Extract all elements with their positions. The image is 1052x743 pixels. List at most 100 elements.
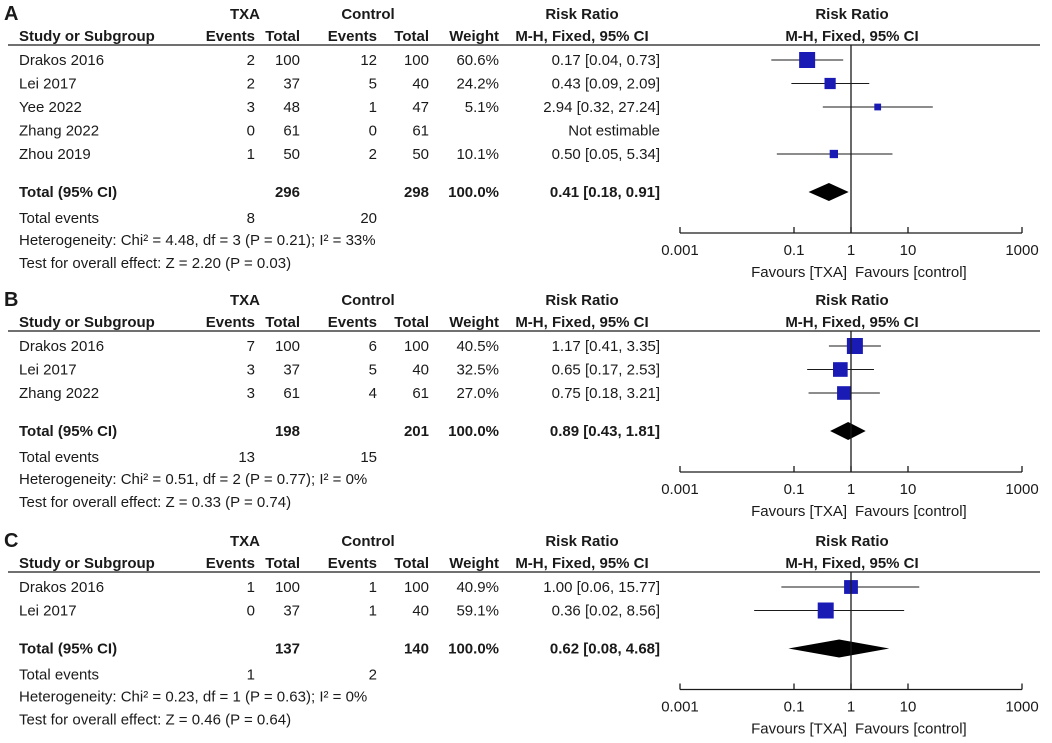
overall-effect-text: Test for overall effect: Z = 0.33 (P = 0… <box>19 494 291 511</box>
header-plot-method: M-H, Fixed, 95% CI <box>785 314 918 331</box>
header-group1: TXA <box>230 6 260 23</box>
heterogeneity-text: Heterogeneity: Chi² = 0.51, df = 2 (P = … <box>19 471 367 488</box>
txa-events: 2 <box>247 52 255 69</box>
control-total: 40 <box>412 362 429 379</box>
header-events-control: Events <box>328 28 377 45</box>
study-name: Drakos 2016 <box>19 579 104 596</box>
overall-effect-text: Test for overall effect: Z = 0.46 (P = 0… <box>19 712 291 729</box>
control-events: 2 <box>369 146 377 163</box>
txa-total: 100 <box>275 338 300 355</box>
header-events-control: Events <box>328 555 377 572</box>
study-row: Drakos 2016 2 100 12 100 60.6% 0.17 [0.04, 0.7… <box>19 52 844 69</box>
control-events: 5 <box>369 362 377 379</box>
header-events-txa: Events <box>206 28 255 45</box>
study-row: Yee 2022 3 48 1 47 5.1% 2.94 [0.32, 27.24] <box>19 99 933 116</box>
forest-panel-b: B TXA Control Risk Ratio Risk Ratio Study or … <box>4 289 1040 520</box>
total-txa: 198 <box>275 423 300 440</box>
x-tick-label: 1000 <box>1005 481 1038 498</box>
total-events-control: 20 <box>360 210 377 227</box>
header-weight: Weight <box>449 555 499 572</box>
favours-txa-label: Favours [TXA] <box>751 503 847 520</box>
total-row: Total (95% CI) 137 140 100.0% 0.62 [0.08, 4.… <box>19 639 890 658</box>
total-row: Total (95% CI) 198 201 100.0% 0.89 [0.43, 1.… <box>19 422 866 440</box>
control-events: 5 <box>369 76 377 93</box>
study-marker <box>824 77 836 90</box>
header-plot-method: M-H, Fixed, 95% CI <box>785 555 918 572</box>
x-tick-label: 0.001 <box>661 481 699 498</box>
x-tick-label: 1 <box>847 242 855 259</box>
control-total: 40 <box>412 76 429 93</box>
study-ci: 2.94 [0.32, 27.24] <box>543 99 660 116</box>
heterogeneity-text: Heterogeneity: Chi² = 0.23, df = 1 (P = … <box>19 689 367 706</box>
x-tick-label: 0.1 <box>784 242 805 259</box>
total-control: 140 <box>404 641 429 658</box>
study-name: Yee 2022 <box>19 99 82 116</box>
control-events: 1 <box>369 579 377 596</box>
favours-txa-label: Favours [TXA] <box>751 264 847 281</box>
control-events: 1 <box>369 603 377 620</box>
total-row: Total (95% CI) 296 298 100.0% 0.41 [0.18, 0.… <box>19 183 849 201</box>
header-events-txa: Events <box>206 555 255 572</box>
favours-txa-label: Favours [TXA] <box>751 721 847 738</box>
study-name: Lei 2017 <box>19 76 77 93</box>
x-tick-label: 1000 <box>1005 242 1038 259</box>
header-events-control: Events <box>328 314 377 331</box>
total-label: Total (95% CI) <box>19 423 117 440</box>
txa-total: 37 <box>283 603 300 620</box>
header-group2: Control <box>341 6 394 23</box>
study-marker <box>829 149 838 159</box>
heterogeneity-text: Heterogeneity: Chi² = 4.48, df = 3 (P = … <box>19 232 376 249</box>
study-weight: 32.5% <box>456 362 499 379</box>
total-label: Total (95% CI) <box>19 641 117 658</box>
x-tick-label: 10 <box>900 699 917 716</box>
study-ci: 0.50 [0.05, 5.34] <box>552 146 660 163</box>
x-tick-label: 0.1 <box>784 699 805 716</box>
txa-total: 50 <box>283 146 300 163</box>
header-study: Study or Subgroup <box>19 314 155 331</box>
txa-total: 100 <box>275 52 300 69</box>
study-marker <box>837 386 851 400</box>
total-ci: 0.62 [0.08, 4.68] <box>550 641 660 658</box>
control-events: 1 <box>369 99 377 116</box>
forest-panel-c: C TXA Control Risk Ratio Risk Ratio Study or … <box>4 530 1040 738</box>
txa-events: 1 <box>247 579 255 596</box>
txa-total: 37 <box>283 76 300 93</box>
header-total-txa: Total <box>265 28 300 45</box>
control-events: 12 <box>360 52 377 69</box>
txa-total: 48 <box>283 99 300 116</box>
study-name: Drakos 2016 <box>19 338 104 355</box>
study-ci: 1.00 [0.06, 15.77] <box>543 579 660 596</box>
study-name: Zhou 2019 <box>19 146 91 163</box>
header-total-control: Total <box>394 314 429 331</box>
study-ci: 0.17 [0.04, 0.73] <box>552 52 660 69</box>
txa-events: 3 <box>247 362 255 379</box>
panel-label: B <box>4 289 18 311</box>
header-method: M-H, Fixed, 95% CI <box>515 555 648 572</box>
study-weight: 40.9% <box>456 579 499 596</box>
total-events-control: 15 <box>360 449 377 466</box>
header-total-control: Total <box>394 555 429 572</box>
study-weight: 59.1% <box>456 603 499 620</box>
header-plot-risk-ratio: Risk Ratio <box>815 6 888 23</box>
header-risk-ratio: Risk Ratio <box>545 292 618 309</box>
favours-control-label: Favours [control] <box>855 721 967 738</box>
total-events-label: Total events <box>19 449 99 466</box>
control-total: 100 <box>404 338 429 355</box>
x-tick-label: 10 <box>900 242 917 259</box>
study-marker <box>799 52 816 68</box>
header-weight: Weight <box>449 28 499 45</box>
txa-events: 0 <box>247 123 255 140</box>
study-row: Lei 2017 2 37 5 40 24.2% 0.43 [0.09, 2.09] <box>19 76 870 93</box>
study-ci: 1.17 [0.41, 3.35] <box>552 338 660 355</box>
total-weight: 100.0% <box>448 184 499 201</box>
study-marker <box>846 338 863 354</box>
header-group2: Control <box>341 292 394 309</box>
header-plot-risk-ratio: Risk Ratio <box>815 533 888 550</box>
header-group1: TXA <box>230 292 260 309</box>
panel-label: A <box>4 3 18 25</box>
header-group2: Control <box>341 533 394 550</box>
txa-total: 100 <box>275 579 300 596</box>
study-row: Drakos 2016 7 100 6 100 40.5% 1.17 [0.41, 3.35… <box>19 338 881 355</box>
study-weight: 5.1% <box>465 99 499 116</box>
header-group1: TXA <box>230 533 260 550</box>
